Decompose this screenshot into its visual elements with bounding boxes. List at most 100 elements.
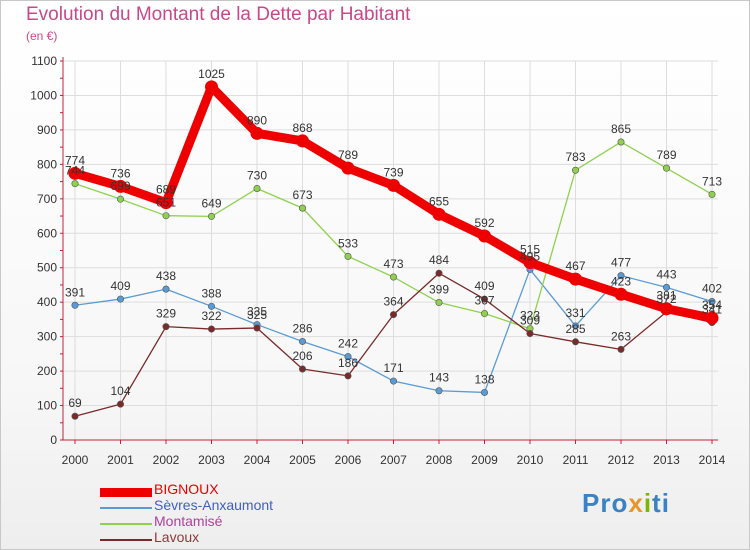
data-label: 467 xyxy=(565,259,585,273)
data-label: 515 xyxy=(520,243,540,257)
data-point xyxy=(208,325,216,333)
logo-part: Pro xyxy=(582,488,629,518)
y-tick-label: 600 xyxy=(37,226,57,240)
data-label: 69 xyxy=(68,396,82,410)
data-label: 673 xyxy=(292,188,312,202)
data-label: 341 xyxy=(702,303,722,317)
y-tick-label: 900 xyxy=(37,123,57,137)
data-point xyxy=(298,365,306,373)
x-tick-label: 2010 xyxy=(517,453,544,467)
logo-part: x xyxy=(628,488,644,518)
y-tick-label: 100 xyxy=(37,399,57,413)
x-tick-label: 2013 xyxy=(653,453,680,467)
legend-swatch xyxy=(100,523,152,525)
x-tick-label: 2003 xyxy=(198,453,225,467)
proxiti-logo: Proxiti xyxy=(582,488,670,519)
data-point xyxy=(253,324,261,332)
data-point xyxy=(344,252,352,260)
x-tick-label: 2009 xyxy=(471,453,498,467)
data-point xyxy=(571,338,579,346)
data-label: 367 xyxy=(474,294,494,308)
series-lines xyxy=(68,80,719,420)
data-label: 335 xyxy=(247,305,267,319)
grid xyxy=(63,60,718,441)
x-tick-label: 2012 xyxy=(608,453,635,467)
data-point xyxy=(478,229,491,243)
data-point xyxy=(708,190,716,198)
legend-label: Montamisé xyxy=(154,513,223,529)
data-point xyxy=(435,299,443,307)
legend-swatch xyxy=(100,487,152,497)
data-label: 739 xyxy=(383,165,403,179)
data-point xyxy=(71,301,79,309)
data-point xyxy=(480,295,488,303)
x-tick-label: 2002 xyxy=(153,453,180,467)
data-label: 242 xyxy=(338,337,358,351)
x-tick-label: 2001 xyxy=(107,453,134,467)
data-label: 325 xyxy=(247,308,267,322)
data-label: 364 xyxy=(383,295,403,309)
chart-title: Evolution du Montant de la Dette par Hab… xyxy=(26,4,411,25)
x-tick-label: 2000 xyxy=(62,453,89,467)
data-label: 713 xyxy=(702,174,722,188)
x-tick-label: 2008 xyxy=(426,453,453,467)
data-label: 331 xyxy=(565,306,585,320)
data-point xyxy=(298,337,306,345)
data-point xyxy=(662,283,670,291)
y-tick-label: 200 xyxy=(37,364,57,378)
data-label: 322 xyxy=(201,309,221,323)
data-label: 309 xyxy=(520,314,540,328)
data-label: 143 xyxy=(429,371,449,385)
x-tick-label: 2006 xyxy=(335,453,362,467)
data-label: 171 xyxy=(383,361,403,375)
data-label: 206 xyxy=(292,349,312,363)
data-point xyxy=(159,196,173,210)
data-point xyxy=(614,287,628,301)
data-point xyxy=(296,134,309,148)
data-label: 477 xyxy=(611,256,631,270)
data-label: 495 xyxy=(520,249,540,263)
data-point xyxy=(480,310,488,318)
data-point xyxy=(117,400,125,408)
data-point xyxy=(617,138,625,146)
data-label: 438 xyxy=(156,269,176,283)
data-label: 399 xyxy=(429,283,449,297)
data-point xyxy=(205,80,218,94)
data-point xyxy=(571,166,579,174)
data-label: 699 xyxy=(110,179,130,193)
data-label: 651 xyxy=(156,196,176,210)
data-label: 890 xyxy=(247,113,267,127)
data-point xyxy=(435,387,443,395)
legend-label: BIGNOUX xyxy=(154,481,219,497)
y-tick-label: 0 xyxy=(50,433,57,447)
data-point xyxy=(162,323,170,331)
chart-unit-label: (en €) xyxy=(26,29,58,43)
data-point xyxy=(480,388,488,396)
data-point xyxy=(662,164,670,172)
legend-swatch xyxy=(100,539,152,541)
y-tick-label: 1100 xyxy=(31,54,57,68)
data-point xyxy=(162,285,170,293)
y-tick-label: 400 xyxy=(37,295,57,309)
data-point xyxy=(617,345,625,353)
data-point xyxy=(298,204,306,212)
data-label: 285 xyxy=(565,322,585,336)
data-point xyxy=(387,178,400,192)
data-label: 689 xyxy=(156,183,176,197)
y-tick-label: 800 xyxy=(37,157,57,171)
data-label: 533 xyxy=(338,236,358,250)
data-label: 423 xyxy=(611,274,631,288)
data-label: 391 xyxy=(65,285,85,299)
data-point xyxy=(389,273,397,281)
data-point xyxy=(569,272,582,286)
legend-label: Sèvres-Anxaumont xyxy=(154,497,274,513)
axes: 0 100 200 300 400 500 600 700 800 900 1000 1100 2000… xyxy=(30,54,725,467)
data-label: 402 xyxy=(702,281,722,295)
data-point xyxy=(708,297,716,305)
data-label: 789 xyxy=(656,148,676,162)
y-tick-label: 700 xyxy=(37,192,57,206)
data-label: 868 xyxy=(292,121,312,135)
y-tick-label: 1000 xyxy=(30,88,57,102)
data-point xyxy=(341,161,355,175)
data-point xyxy=(71,180,79,188)
